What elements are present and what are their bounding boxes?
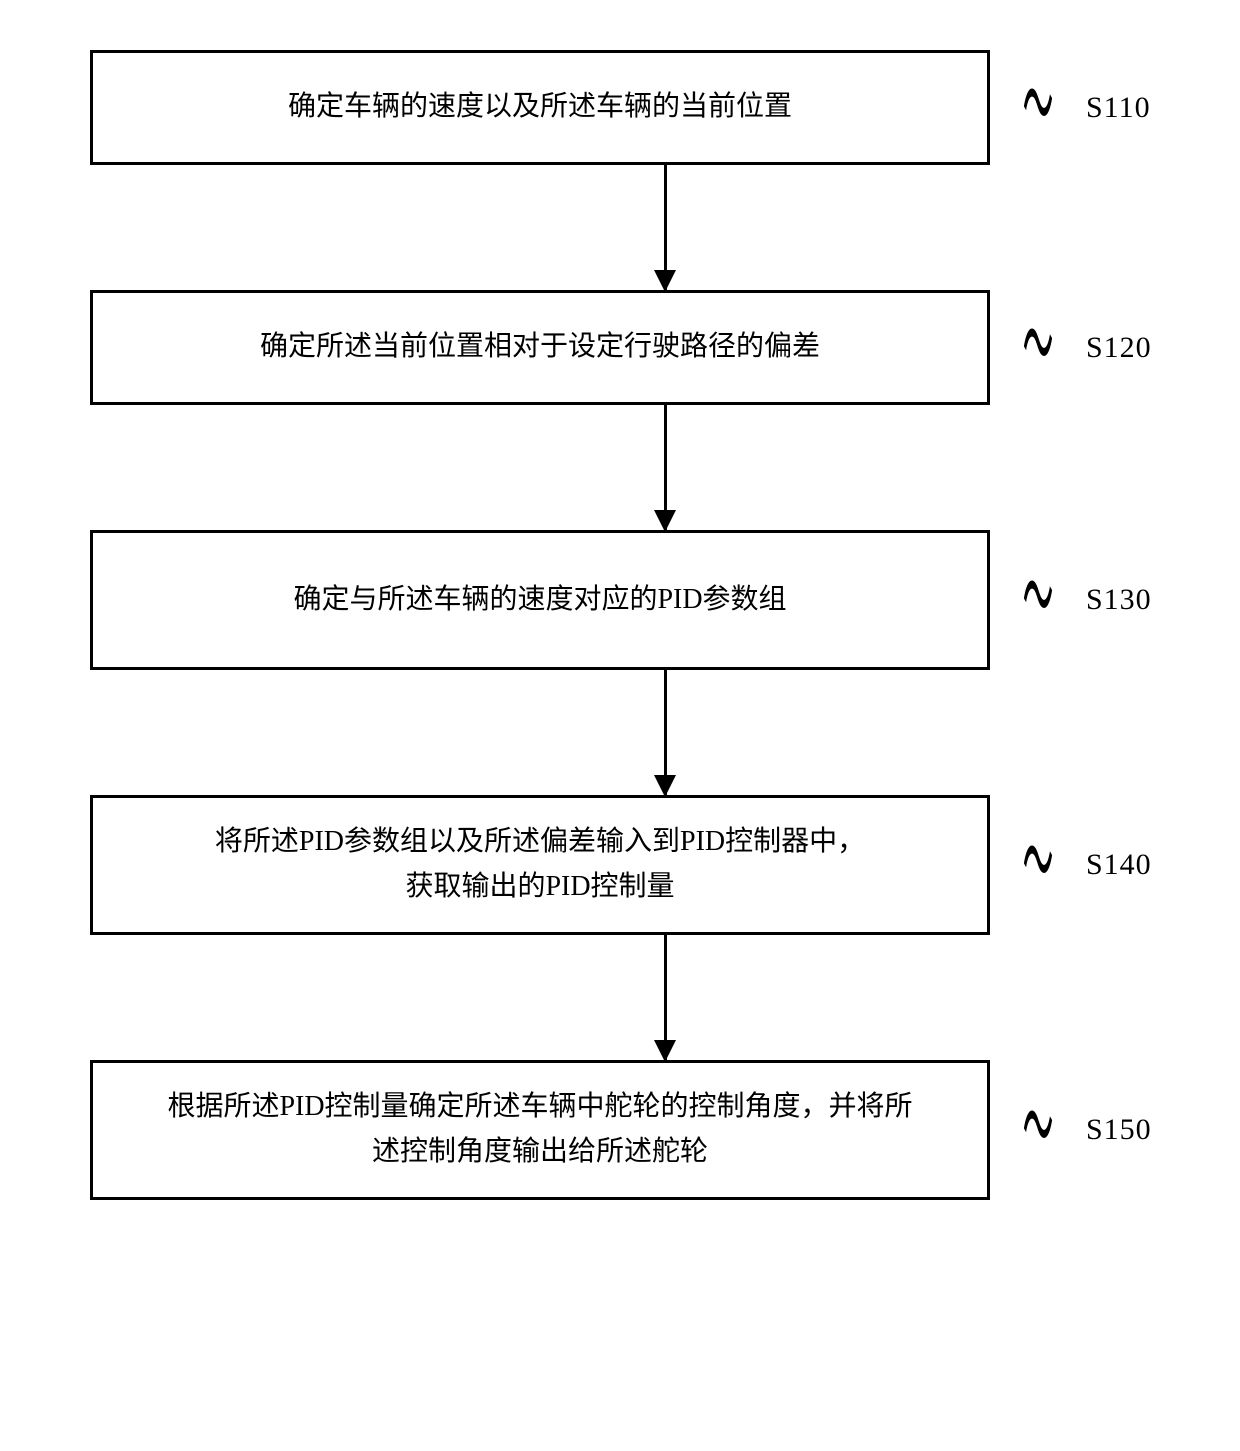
step-text: 确定与所述车辆的速度对应的PID参数组 <box>293 578 786 623</box>
step-label: S110 <box>1086 91 1151 125</box>
step-box-s110: 确定车辆的速度以及所述车辆的当前位置 <box>90 50 990 165</box>
bracket-container: 〜 S120 <box>1010 320 1152 376</box>
bracket-container: 〜 S150 <box>1010 1102 1152 1158</box>
step-box-s120: 确定所述当前位置相对于设定行驶路径的偏差 <box>90 290 990 405</box>
step-text: 获取输出的PID控制量 <box>405 865 674 910</box>
step-row-s110: 确定车辆的速度以及所述车辆的当前位置 〜 S110 <box>0 50 1240 165</box>
step-row-s120: 确定所述当前位置相对于设定行驶路径的偏差 〜 S120 <box>0 290 1240 405</box>
down-arrow-icon <box>664 405 667 530</box>
arrow-container <box>215 405 1115 530</box>
step-text: 述控制角度输出给所述舵轮 <box>372 1130 708 1175</box>
bracket-container: 〜 S110 <box>1010 80 1151 136</box>
bracket-container: 〜 S140 <box>1010 837 1152 893</box>
curly-bracket-icon: 〜 <box>1023 815 1054 916</box>
step-box-s130: 确定与所述车辆的速度对应的PID参数组 <box>90 530 990 670</box>
step-label: S150 <box>1086 1113 1152 1147</box>
step-label: S130 <box>1086 583 1152 617</box>
arrow-container <box>215 935 1115 1060</box>
step-box-s140: 将所述PID参数组以及所述偏差输入到PID控制器中， 获取输出的PID控制量 <box>90 795 990 935</box>
step-text: 将所述PID参数组以及所述偏差输入到PID控制器中， <box>215 820 865 865</box>
curly-bracket-icon: 〜 <box>1023 297 1054 398</box>
step-label: S120 <box>1086 331 1152 365</box>
step-box-s150: 根据所述PID控制量确定所述车辆中舵轮的控制角度，并将所 述控制角度输出给所述舵… <box>90 1060 990 1200</box>
step-row-s140: 将所述PID参数组以及所述偏差输入到PID控制器中， 获取输出的PID控制量 〜… <box>0 795 1240 935</box>
curly-bracket-icon: 〜 <box>1023 550 1054 651</box>
down-arrow-icon <box>664 670 667 795</box>
step-row-s150: 根据所述PID控制量确定所述车辆中舵轮的控制角度，并将所 述控制角度输出给所述舵… <box>0 1060 1240 1200</box>
arrow-container <box>215 165 1115 290</box>
step-text: 确定所述当前位置相对于设定行驶路径的偏差 <box>260 325 820 370</box>
step-text: 确定车辆的速度以及所述车辆的当前位置 <box>288 85 792 130</box>
flowchart-container: 确定车辆的速度以及所述车辆的当前位置 〜 S110 确定所述当前位置相对于设定行… <box>0 50 1240 1200</box>
down-arrow-icon <box>664 165 667 290</box>
step-label: S140 <box>1086 848 1152 882</box>
step-text: 根据所述PID控制量确定所述车辆中舵轮的控制角度，并将所 <box>167 1085 912 1130</box>
arrow-container <box>215 670 1115 795</box>
down-arrow-icon <box>664 935 667 1060</box>
step-row-s130: 确定与所述车辆的速度对应的PID参数组 〜 S130 <box>0 530 1240 670</box>
bracket-container: 〜 S130 <box>1010 572 1152 628</box>
curly-bracket-icon: 〜 <box>1023 1080 1054 1181</box>
curly-bracket-icon: 〜 <box>1023 57 1054 158</box>
